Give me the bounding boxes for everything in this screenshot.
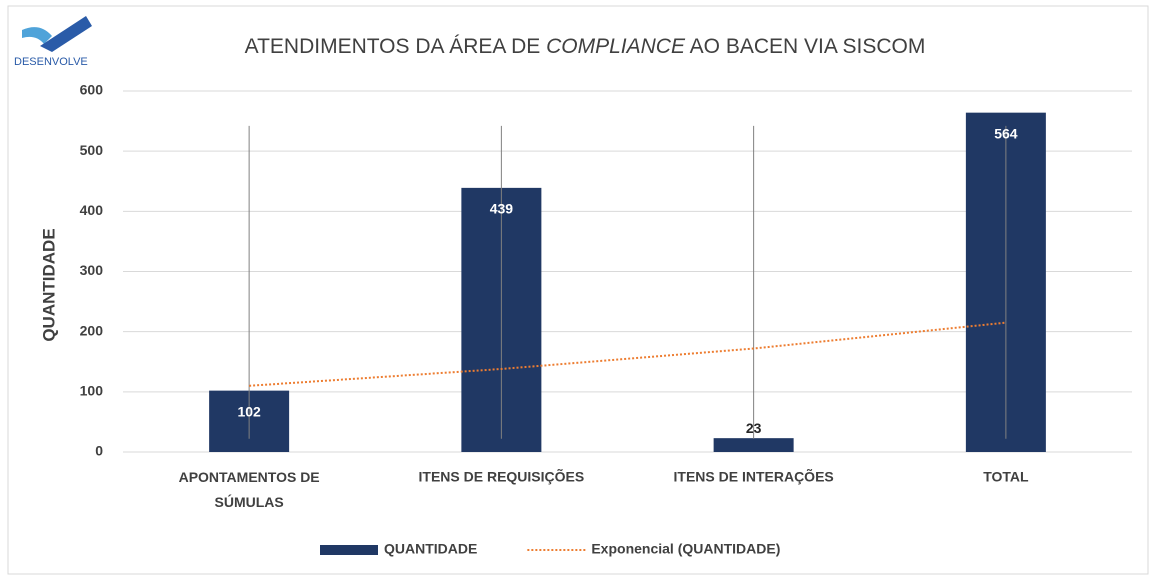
logo-text: DESENVOLVE (14, 56, 88, 68)
chart-title: ATENDIMENTOS DA ÁREA DE COMPLIANCE AO BA… (245, 35, 926, 58)
title-part: AO BACEN VIA SISCOM (690, 35, 926, 58)
chart-border (7, 5, 1149, 575)
legend-label: Exponencial (QUANTIDADE) (591, 541, 780, 557)
data-label: 23 (746, 420, 762, 436)
y-tick-label: 100 (80, 383, 104, 399)
logo-shape (22, 27, 52, 44)
y-tick-label: 400 (80, 202, 104, 218)
data-label: 102 (237, 403, 261, 419)
y-tick-label: 0 (95, 443, 103, 459)
title-part: COMPLIANCE (546, 35, 686, 58)
x-tick-label: TOTAL (983, 469, 1029, 485)
legend-label: QUANTIDADE (384, 541, 477, 557)
trend-line (249, 321, 1006, 387)
data-label: 564 (994, 125, 1018, 141)
x-tick-label-line: APONTAMENTOS DE (179, 469, 320, 485)
y-tick-label: 300 (80, 262, 104, 278)
legend-swatch (320, 545, 378, 555)
y-tick-label: 500 (80, 142, 104, 158)
x-tick-label: ITENS DE REQUISIÇÕES (419, 468, 585, 485)
x-tick-label: APONTAMENTOS DE SÚMULAS (179, 469, 320, 510)
logo: DESENVOLVE (14, 16, 92, 68)
logo-shape (40, 16, 92, 52)
bar (713, 438, 794, 452)
y-tick-label: 600 (80, 82, 104, 98)
x-tick-label: ITENS DE INTERAÇÕES (674, 468, 834, 485)
title-part: ATENDIMENTOS DA ÁREA DE (245, 35, 541, 58)
y-axis-label: QUANTIDADE (39, 228, 58, 341)
data-label: 439 (490, 201, 514, 217)
y-tick-label: 200 (80, 322, 104, 338)
x-tick-label-line: SÚMULAS (215, 493, 284, 510)
